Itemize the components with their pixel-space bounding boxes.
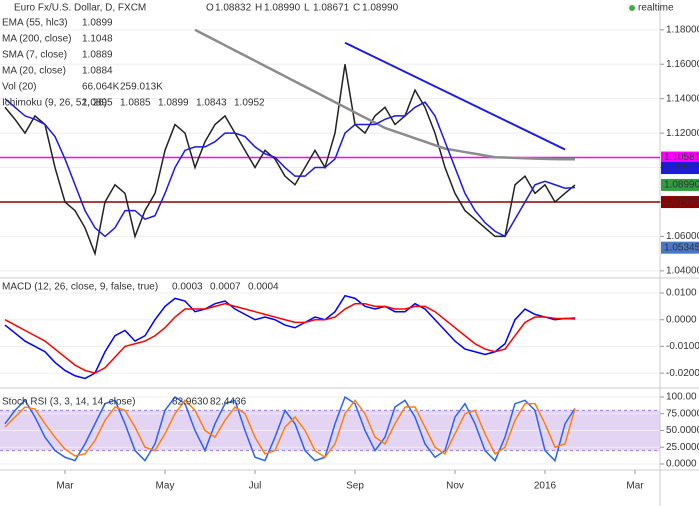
- y-tick-label: 1.06000: [666, 231, 699, 242]
- legend-name: MA (20, close): [2, 66, 66, 77]
- legend-value: 259.013K: [120, 82, 163, 93]
- x-tick-label: May: [156, 481, 175, 492]
- ohlc-key: C: [353, 3, 360, 14]
- legend-value: 1.0885: [120, 98, 151, 109]
- x-tick-label: Sep: [346, 481, 364, 492]
- y-tick-label: 1.12000: [666, 128, 699, 139]
- status-dot: [629, 5, 635, 11]
- ohlc-value: 1.08832: [215, 3, 252, 14]
- y-tick-label: 1.18000: [666, 24, 699, 35]
- status: realtime: [638, 3, 674, 14]
- series-line: [4, 302, 576, 374]
- series-line: [4, 399, 576, 459]
- series-line: [4, 64, 576, 257]
- ohlc-value: 1.08671: [313, 3, 350, 14]
- legend-value: 1.0843: [196, 98, 227, 109]
- legend-value: 1.0899: [158, 98, 189, 109]
- price-tag-label: 1.07996: [664, 197, 699, 208]
- y-tick-label: -0.0100: [666, 341, 699, 352]
- ohlc-value: 1.08990: [264, 3, 301, 14]
- ohlc-key: H: [255, 3, 262, 14]
- y-tick-label: -0.0200: [666, 368, 699, 379]
- legend-value: 66.064K: [82, 82, 120, 93]
- legend-name: Stoch RSI (3, 3, 14, 14, close): [2, 397, 135, 408]
- series-line: [4, 395, 576, 463]
- y-tick-label: 0.0000: [666, 314, 697, 325]
- y-tick-label: 1.14000: [666, 93, 699, 104]
- legend-value: 1.0899: [82, 18, 113, 29]
- legend-value: 0.0003: [172, 282, 203, 293]
- legend-name: SMA (7, close): [2, 50, 67, 61]
- legend-name: Vol (20): [2, 82, 36, 93]
- x-tick-label: Mar: [626, 481, 644, 492]
- legend-value: 1.1048: [82, 34, 113, 45]
- legend-value: 1.0952: [234, 98, 265, 109]
- legend-value: 82.9630: [172, 397, 209, 408]
- legend-value: 1.0895: [82, 98, 113, 109]
- y-tick-label: 0.0100: [666, 288, 697, 299]
- ohlc-value: 1.08990: [362, 3, 399, 14]
- price-tag: [661, 151, 699, 164]
- series-line: [4, 98, 576, 238]
- legend-name: Ichimoku (9, 26, 52, 26): [2, 98, 107, 109]
- y-tick-label: 100.00: [666, 392, 697, 403]
- legend-name: MA (200, close): [2, 34, 71, 45]
- symbol-title: Euro Fx/U.S. Dollar, D, FXCM: [14, 3, 146, 14]
- legend-value: 1.0884: [82, 66, 113, 77]
- x-tick-label: Jul: [249, 481, 262, 492]
- price-tag: [661, 196, 699, 209]
- price-tag: [661, 162, 699, 175]
- price-tag-label: 1.10581: [664, 152, 699, 163]
- price-tag: [661, 241, 699, 254]
- y-tick-label: 1.16000: [666, 59, 699, 70]
- ohlc-key: O: [206, 3, 214, 14]
- y-tick-label: 0.0000: [666, 459, 697, 470]
- ohlc-key: L: [304, 3, 310, 14]
- series-line: [194, 28, 575, 161]
- legend-name: EMA (55, hlc3): [2, 18, 68, 29]
- legend-value: 0.0004: [248, 282, 279, 293]
- legend-name: MACD (12, 26, close, 9, false, true): [2, 282, 158, 293]
- y-tick-label: 1.04000: [666, 265, 699, 276]
- x-tick-label: Mar: [56, 481, 74, 492]
- price-tag: [661, 178, 699, 191]
- legend-value: 1.0889: [82, 50, 113, 61]
- price-tag-label: 1.09970: [664, 163, 699, 174]
- y-tick-label: 50.0000: [666, 425, 699, 436]
- x-tick-label: 2016: [534, 481, 557, 492]
- trendline: [344, 41, 566, 151]
- series-line: [4, 294, 576, 380]
- price-tag-label: 1.08990: [664, 180, 699, 191]
- y-tick-label: 75.0000: [666, 408, 699, 419]
- legend-value: 82.4436: [210, 397, 247, 408]
- y-tick-label: 25.0000: [666, 442, 699, 453]
- price-tag-label: 1.05345: [664, 242, 699, 253]
- legend-value: 0.0007: [210, 282, 241, 293]
- x-tick-label: Nov: [446, 481, 464, 492]
